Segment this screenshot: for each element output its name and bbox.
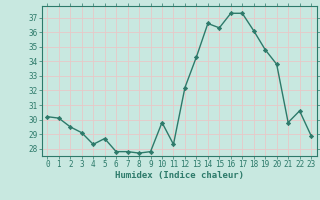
X-axis label: Humidex (Indice chaleur): Humidex (Indice chaleur) <box>115 171 244 180</box>
